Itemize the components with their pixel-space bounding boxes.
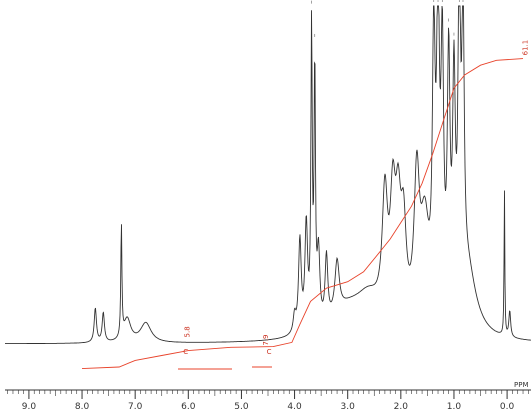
tick-label: 2.0 bbox=[394, 402, 409, 412]
integral-value-label: 7.9 bbox=[262, 334, 270, 345]
tick-label: 3.0 bbox=[341, 402, 356, 412]
integral-layer bbox=[81, 58, 524, 370]
x-axis-label: PPM bbox=[514, 381, 528, 389]
tick-label: 6.0 bbox=[181, 402, 196, 412]
integral-curve bbox=[81, 58, 524, 370]
x-axis-ticks: 9.0 8.0 7.0 6.0 5.0 4.0 3.0 2.0 1.0 0.0 bbox=[7, 390, 529, 412]
tick-label: 0.0 bbox=[500, 402, 515, 412]
tick-label: 4.0 bbox=[287, 402, 302, 412]
integral-marker: C bbox=[267, 348, 272, 356]
integral-value-label: 5.8 bbox=[183, 326, 191, 337]
tick-label: 8.0 bbox=[75, 402, 90, 412]
tick-label: 9.0 bbox=[22, 402, 37, 412]
integral-annotations: 5.8 7.9 61.1 C C bbox=[183, 40, 529, 356]
integral-value-label: 61.1 bbox=[521, 40, 529, 56]
tick-label: 5.0 bbox=[234, 402, 249, 412]
integral-marker: C bbox=[183, 348, 188, 356]
spectrum-trace bbox=[5, 5, 531, 345]
tick-label: 1.0 bbox=[447, 402, 462, 412]
spectrum-layer bbox=[5, 0, 531, 345]
x-axis: PPM bbox=[5, 381, 531, 391]
integral-underlines bbox=[178, 366, 272, 370]
tick-label: 7.0 bbox=[128, 402, 143, 412]
